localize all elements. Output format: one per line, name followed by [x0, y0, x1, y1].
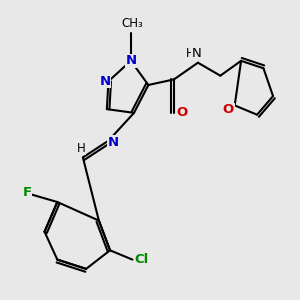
- Text: O: O: [176, 106, 188, 119]
- Text: CH₃: CH₃: [122, 17, 143, 30]
- Text: N: N: [191, 47, 201, 60]
- Text: N: N: [100, 75, 111, 88]
- Text: H: H: [186, 47, 194, 60]
- Text: O: O: [223, 103, 234, 116]
- Text: N: N: [108, 136, 119, 149]
- Text: F: F: [22, 186, 32, 199]
- Text: H: H: [77, 142, 86, 154]
- Text: N: N: [125, 54, 136, 67]
- Text: Cl: Cl: [134, 253, 148, 266]
